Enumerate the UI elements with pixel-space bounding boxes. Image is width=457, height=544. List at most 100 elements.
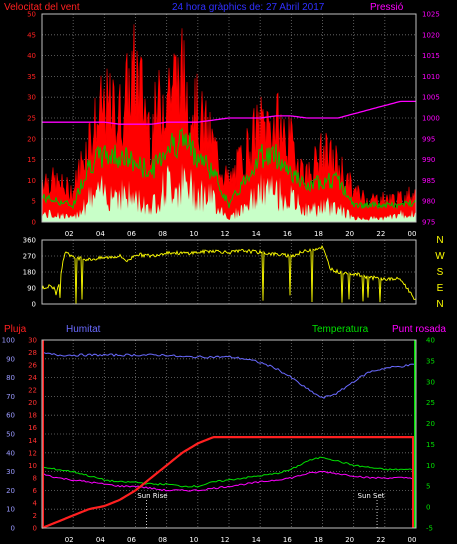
x-tick-label: 00: [408, 536, 417, 544]
wind-tick-label: 5: [32, 198, 36, 206]
sunrise-label: Sun Rise: [137, 492, 167, 500]
chart-title-center: 24 hora gràphics de: 27 Abril 2017: [172, 2, 325, 13]
wind-tick-label: 50: [27, 11, 36, 19]
x-tick-label: 02: [65, 230, 74, 238]
chart-title-left: Velocitat del vent: [4, 2, 80, 13]
x-tick-label: 10: [189, 230, 198, 238]
pressure-tick-label: 995: [422, 135, 435, 143]
temperature-tick-label: 0: [426, 504, 430, 512]
humidity-tick-label: 80: [6, 374, 15, 382]
rain-label: Pluja: [4, 324, 27, 335]
direction-tick-label: 90: [27, 285, 36, 293]
x-tick-label: 08: [158, 536, 167, 544]
x-tick-label: 04: [96, 536, 105, 544]
x-tick-label: 22: [376, 230, 385, 238]
x-tick-label: 02: [65, 536, 74, 544]
temperature-tick-label: 30: [426, 378, 435, 386]
temperature-label: Temperatura: [312, 324, 369, 335]
pressure-tick-label: 1005: [422, 94, 440, 102]
humidity-tick-label: 20: [6, 487, 15, 495]
wind-tick-label: 40: [27, 52, 36, 60]
wind-tick-label: 0: [32, 219, 36, 227]
wind-gust-area: [41, 24, 417, 223]
compass-label: W: [435, 251, 445, 262]
sunset-label: Sun Set: [358, 492, 385, 500]
x-tick-label: 20: [345, 230, 354, 238]
humidity-tick-label: 100: [2, 337, 15, 345]
x-tick-label: 06: [127, 536, 136, 544]
humidity-label: Humitat: [66, 324, 101, 335]
temperature-tick-label: 5: [426, 483, 430, 491]
rain-tick-label: 2: [33, 512, 37, 520]
rain-tick-label: 16: [28, 424, 37, 432]
rain-tick-label: 4: [33, 499, 38, 507]
pressure-tick-label: 1010: [422, 73, 440, 81]
x-tick-label: 00: [408, 230, 417, 238]
pressure-tick-label: 1000: [422, 115, 440, 123]
rain-tick-label: 12: [28, 449, 37, 457]
x-tick-label: 18: [314, 536, 323, 544]
temperature-tick-label: 10: [426, 462, 435, 470]
pressure-tick-label: 975: [422, 219, 435, 227]
pressure-line: [42, 100, 416, 125]
x-tick-label: 08: [158, 230, 167, 238]
x-tick-label: 04: [96, 230, 105, 238]
humidity-line: [41, 351, 417, 399]
x-tick-label: 10: [189, 536, 198, 544]
rain-tick-label: 0: [33, 525, 37, 533]
humidity-tick-label: 10: [6, 506, 15, 514]
x-tick-label: 16: [283, 230, 292, 238]
temperature-tick-label: 15: [426, 441, 435, 449]
dewpoint-line: [41, 470, 417, 492]
rain-tick-label: 8: [33, 474, 37, 482]
x-tick-label: 22: [376, 536, 385, 544]
rain-tick-label: 14: [28, 437, 37, 445]
wind-average-line: [41, 127, 417, 210]
temperature-tick-label: 20: [426, 420, 435, 428]
rain-tick-label: 28: [28, 349, 37, 357]
x-tick-label: 16: [283, 536, 292, 544]
pressure-tick-label: 990: [422, 156, 435, 164]
humidity-tick-label: 0: [11, 525, 15, 533]
temperature-line: [41, 456, 417, 488]
x-tick-label: 12: [221, 230, 230, 238]
wind-tick-label: 15: [27, 156, 36, 164]
pressure-tick-label: 1025: [422, 11, 440, 19]
humidity-tick-label: 40: [6, 449, 15, 457]
wind-tick-label: 45: [27, 31, 36, 39]
x-tick-label: 12: [221, 536, 230, 544]
rain-tick-label: 30: [28, 337, 37, 345]
humidity-tick-label: 50: [6, 431, 15, 439]
temperature-tick-label: 25: [426, 399, 435, 407]
wind-tick-label: 20: [27, 135, 36, 143]
pressure-tick-label: 985: [422, 177, 435, 185]
compass-label: S: [437, 267, 444, 278]
rain-tick-label: 22: [28, 387, 37, 395]
temperature-tick-label: 40: [426, 337, 435, 345]
wind-minimum-area: [42, 163, 416, 222]
rain-tick-label: 26: [28, 362, 37, 370]
compass-label: E: [437, 283, 444, 294]
dewpoint-label: Punt rosada: [392, 324, 446, 335]
x-tick-label: 14: [252, 536, 261, 544]
rain-tick-label: 6: [33, 487, 38, 495]
direction-tick-label: 0: [32, 301, 36, 309]
wind-tick-label: 25: [27, 115, 36, 123]
wind-tick-label: 30: [27, 94, 36, 102]
humidity-tick-label: 30: [6, 468, 15, 476]
direction-tick-label: 180: [23, 269, 36, 277]
rain-tick-label: 18: [28, 412, 37, 420]
direction-tick-label: 270: [23, 253, 36, 261]
temperature-tick-label: 35: [426, 357, 435, 365]
wind-tick-label: 10: [27, 177, 36, 185]
x-tick-label: 14: [252, 230, 261, 238]
chart-title-right: Pressió: [370, 2, 404, 13]
pressure-tick-label: 1020: [422, 31, 440, 39]
wind-direction-line: [41, 244, 417, 304]
pressure-tick-label: 1015: [422, 52, 440, 60]
x-tick-label: 20: [345, 536, 354, 544]
